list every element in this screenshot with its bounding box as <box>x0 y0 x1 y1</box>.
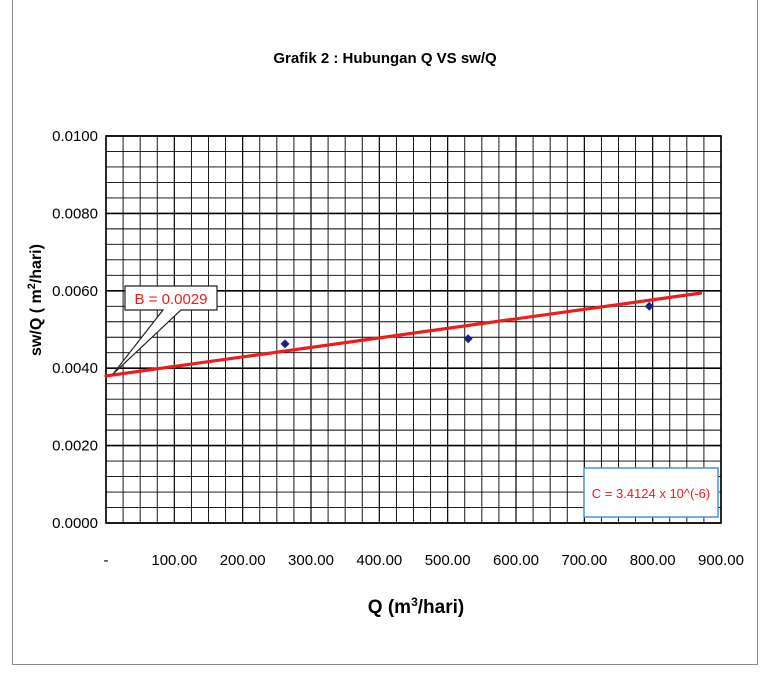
series-layer <box>104 291 703 378</box>
x-tick-label: 900.00 <box>698 552 744 569</box>
x-tick-labels: - 100.00 200.00 300.00 400.00 500.00 600.00 700… <box>104 552 744 569</box>
y-tick-label: 0.0060 <box>52 283 98 300</box>
slope-annotation-text: B = 0.0029 <box>135 291 208 308</box>
y-tick-labels: 0.0000 0.0020 0.0040 0.0060 0.0080 0.0100 <box>52 128 98 532</box>
x-tick-label: 600.00 <box>493 552 539 569</box>
y-tick-label: 0.0100 <box>52 128 98 145</box>
trend-line <box>104 291 703 378</box>
plot-border <box>105 135 722 524</box>
y-tick-label: 0.0000 <box>52 515 98 532</box>
y-axis-label: sw/Q ( m2/hari) <box>26 244 45 356</box>
x-tick-label: 200.00 <box>220 552 266 569</box>
x-tick-label: - <box>104 552 109 569</box>
annotation-callout-pointer <box>112 285 218 375</box>
axes <box>105 135 722 524</box>
x-tick-label: 100.00 <box>151 552 197 569</box>
data-point <box>463 334 473 344</box>
x-tick-label: 800.00 <box>630 552 676 569</box>
slope-annotation: B = 0.0029 <box>112 285 218 375</box>
chart-title: Grafik 2 : Hubungan Q VS sw/Q <box>273 50 497 67</box>
data-point <box>644 301 654 311</box>
intercept-annotation: C = 3.4124 x 10^(-6) <box>583 467 719 518</box>
intercept-annotation-box <box>583 467 719 518</box>
x-tick-label: 500.00 <box>425 552 471 569</box>
x-tick-label: 400.00 <box>356 552 402 569</box>
x-tick-label: 300.00 <box>288 552 334 569</box>
x-axis-label: Q (m3/hari) <box>368 595 464 618</box>
grid <box>105 135 722 524</box>
x-tick-label: 700.00 <box>561 552 607 569</box>
y-tick-label: 0.0080 <box>52 205 98 222</box>
y-tick-label: 0.0020 <box>52 438 98 455</box>
y-tick-label: 0.0040 <box>52 360 98 377</box>
chart-area[interactable]: - 100.00 200.00 300.00 400.00 500.00 600.00 700… <box>12 0 758 665</box>
chart-svg: - 100.00 200.00 300.00 400.00 500.00 600.00 700… <box>26 50 744 618</box>
data-point <box>280 339 290 349</box>
intercept-annotation-text: C = 3.4124 x 10^(-6) <box>592 486 710 501</box>
